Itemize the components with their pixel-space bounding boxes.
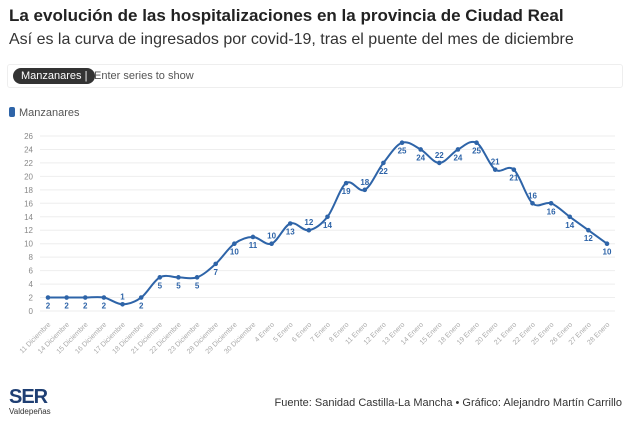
data-point xyxy=(194,275,200,280)
data-label: 25 xyxy=(472,147,481,156)
y-tick-label: 24 xyxy=(24,145,33,154)
chart-subtitle: Así es la curva de ingresados por covid-… xyxy=(9,31,574,48)
data-label: 11 xyxy=(249,241,258,250)
y-tick-label: 16 xyxy=(24,199,33,208)
data-point xyxy=(530,201,535,206)
data-label: 5 xyxy=(176,281,181,290)
data-label: 14 xyxy=(565,221,574,230)
data-label: 16 xyxy=(528,191,537,200)
data-label: 1 xyxy=(120,292,125,301)
data-point xyxy=(418,147,423,152)
y-tick-label: 26 xyxy=(24,132,33,141)
x-tick-label: 11 Diciembre xyxy=(19,321,53,355)
data-label: 21 xyxy=(491,158,500,167)
legend-swatch xyxy=(9,107,15,117)
data-label: 2 xyxy=(46,302,51,311)
data-point xyxy=(343,180,349,186)
data-point xyxy=(82,295,88,300)
data-point xyxy=(120,301,125,307)
data-point xyxy=(325,214,330,220)
y-tick-label: 14 xyxy=(24,213,33,222)
data-label: 12 xyxy=(584,234,593,243)
data-point xyxy=(101,295,107,300)
data-point xyxy=(437,160,442,166)
data-label: 24 xyxy=(416,153,425,162)
data-point xyxy=(176,275,181,280)
data-label: 25 xyxy=(398,147,407,156)
y-tick-label: 2 xyxy=(29,294,34,303)
y-tick-label: 20 xyxy=(24,172,33,181)
data-label: 2 xyxy=(139,302,144,311)
data-label: 14 xyxy=(323,221,332,230)
data-point xyxy=(604,241,610,246)
data-point xyxy=(362,187,368,193)
ser-logo: SER xyxy=(9,386,48,408)
data-point xyxy=(455,147,461,152)
data-label: 2 xyxy=(102,302,107,311)
data-label: 13 xyxy=(286,228,295,237)
data-point xyxy=(269,241,274,246)
data-label: 2 xyxy=(64,302,69,311)
data-point xyxy=(567,214,573,220)
legend-label: Manzanares xyxy=(19,107,80,119)
data-label: 5 xyxy=(158,281,163,290)
y-tick-label: 12 xyxy=(24,226,33,235)
y-tick-label: 22 xyxy=(24,159,33,168)
data-label: 7 xyxy=(213,268,218,277)
y-tick-label: 18 xyxy=(24,186,33,195)
series-input-placeholder[interactable]: Enter series to show xyxy=(94,70,194,82)
data-point xyxy=(474,140,479,146)
data-point xyxy=(45,295,51,300)
data-point xyxy=(399,140,405,146)
data-label: 18 xyxy=(360,178,369,187)
data-label: 19 xyxy=(342,187,351,196)
data-label: 10 xyxy=(267,232,276,241)
series-chip[interactable]: Manzanares | xyxy=(13,68,96,84)
y-tick-label: 6 xyxy=(29,267,34,276)
data-point xyxy=(381,160,386,166)
data-point xyxy=(287,221,293,226)
y-tick-label: 0 xyxy=(29,307,34,316)
data-point xyxy=(492,167,498,172)
source-credit: Fuente: Sanidad Castilla-La Mancha • Grá… xyxy=(274,397,622,409)
data-label: 10 xyxy=(230,248,239,257)
data-point xyxy=(306,227,312,233)
data-label: 22 xyxy=(435,151,444,160)
data-label: 22 xyxy=(379,167,388,176)
data-point xyxy=(511,167,517,172)
data-label: 21 xyxy=(509,174,518,183)
data-point xyxy=(250,234,256,240)
series-filter[interactable]: Manzanares | Enter series to show xyxy=(7,64,623,88)
data-label: 16 xyxy=(547,207,556,216)
data-label: 2 xyxy=(83,302,88,311)
data-label: 12 xyxy=(304,218,313,227)
y-tick-label: 4 xyxy=(29,280,34,289)
data-point xyxy=(232,241,237,246)
chart-title: La evolución de las hospitalizaciones en… xyxy=(9,6,564,25)
data-point xyxy=(64,295,69,300)
legend-item[interactable]: Manzanares xyxy=(9,107,80,119)
data-point xyxy=(548,201,554,206)
data-point xyxy=(138,295,144,300)
y-tick-label: 8 xyxy=(29,253,34,262)
data-label: 5 xyxy=(195,281,200,290)
y-tick-label: 10 xyxy=(24,240,33,249)
data-point xyxy=(213,261,218,267)
data-label: 10 xyxy=(603,248,612,257)
logo-subtitle: Valdepeñas xyxy=(9,407,51,416)
data-point xyxy=(157,275,163,280)
data-label: 24 xyxy=(453,153,462,162)
data-point xyxy=(586,227,591,233)
